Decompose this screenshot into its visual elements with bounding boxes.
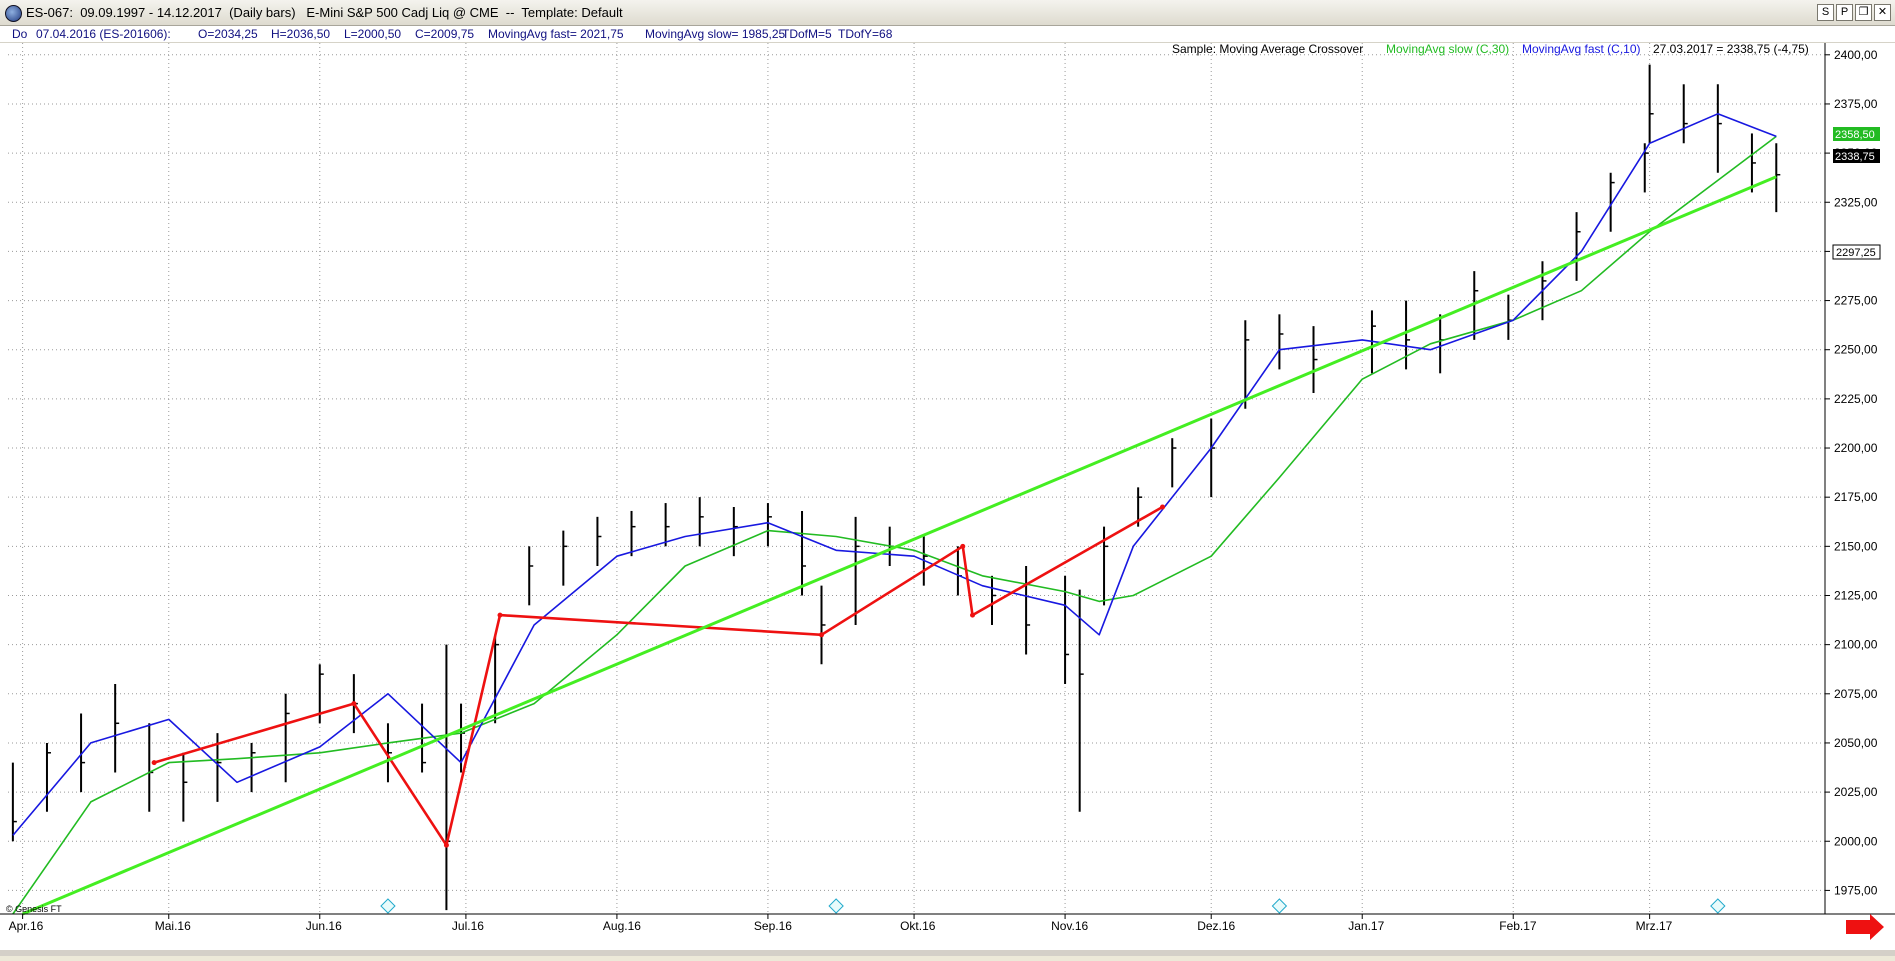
x-tick-label: Jan.17 (1348, 919, 1384, 933)
y-tick-label: 2200,00 (1834, 441, 1878, 455)
x-tick-label: Aug.16 (603, 919, 641, 933)
s-button[interactable]: S (1817, 4, 1834, 21)
slow-ma-line (12, 135, 1777, 915)
zigzag-line (153, 505, 1164, 847)
rollover-marker-icon (1271, 898, 1288, 914)
y-axis: 1975,00 2000,00 2025,00 2050,00 2075,00 2100,… (1824, 43, 1878, 914)
y-tick-label: 1975,00 (1834, 883, 1878, 897)
info-high: H=2036,50 (271, 27, 331, 41)
rollover-marker-icon (380, 898, 396, 914)
legend-last: 27.03.2017 = 2338,75 (-4,75) (1653, 43, 1809, 56)
y-tick-label: 2175,00 (1834, 490, 1878, 504)
x-tick-label: Sep.16 (754, 919, 792, 933)
x-axis: Apr.16 Mai.16 Jun.16 Jul.16 Aug.16 Sep.16 Okt.… (0, 913, 1895, 933)
x-tick-label: Apr.16 (9, 919, 44, 933)
info-fast: MovingAvg fast= 2021,75 (488, 27, 624, 41)
y-tick-label: 2025,00 (1834, 785, 1878, 799)
last-close-badge: 2338,75 (1833, 149, 1880, 163)
chart-area[interactable]: 1975,00 2000,00 2025,00 2050,00 2075,00 2100,… (0, 42, 1895, 956)
zigzag-point (819, 632, 825, 638)
y-tick-label: 2100,00 (1834, 638, 1878, 652)
restore-button[interactable]: ❐ (1855, 4, 1872, 21)
window-title: ES-067: 09.09.1997 - 14.12.2017 (Daily b… (26, 5, 623, 20)
trend-line (22, 175, 1777, 916)
zigzag-point (497, 612, 503, 618)
zigzag-point (351, 701, 357, 707)
y-tick-label: 2050,00 (1834, 736, 1878, 750)
x-tick-label: Okt.16 (900, 919, 936, 933)
app-icon (5, 5, 22, 22)
slow-value-text: 2358,50 (1835, 129, 1875, 141)
legend-fast: MovingAvg fast (C,10) (1522, 43, 1641, 56)
info-low: L=2000,50 (344, 27, 402, 41)
info-slow: MovingAvg slow= 1985,25 (645, 27, 786, 41)
y-tick-label: 2075,00 (1834, 687, 1878, 701)
window-buttons: S P ❐ ✕ (1817, 4, 1891, 21)
chart-background (0, 43, 1895, 956)
scroll-right-arrow-icon[interactable] (1846, 914, 1884, 940)
y-tick-label: 2225,00 (1834, 392, 1878, 406)
price-chart[interactable]: 1975,00 2000,00 2025,00 2050,00 2075,00 2100,… (0, 42, 1895, 956)
info-close: C=2009,75 (415, 27, 475, 41)
last-close-text: 2338,75 (1835, 151, 1875, 163)
x-tick-label: Jun.16 (306, 919, 342, 933)
zigzag-point (960, 543, 966, 549)
x-tick-label: Mai.16 (155, 919, 191, 933)
zigzag-point (1160, 504, 1166, 510)
x-tick-label: Nov.16 (1051, 919, 1088, 933)
indicator-lines (12, 113, 1777, 916)
genesis-watermark: © Genesis FT (6, 904, 62, 914)
y-tick-label: 2000,00 (1834, 834, 1878, 848)
rollover-marker-icon (1710, 898, 1726, 914)
info-day: Do (12, 27, 28, 41)
info-tdofy: TDofY=68 (838, 27, 893, 41)
close-button[interactable]: ✕ (1874, 4, 1891, 21)
zigzag-point (151, 760, 157, 766)
info-date: 07.04.2016 (ES-201606): (36, 27, 171, 41)
grid-lines (8, 43, 1825, 914)
x-tick-label: Feb.17 (1499, 919, 1537, 933)
fast-ma-line (12, 113, 1777, 836)
slow-value-badge: 2358,50 (1833, 127, 1880, 141)
x-tick-label: Dez.16 (1197, 919, 1235, 933)
legend-slow: MovingAvg slow (C,30) (1386, 43, 1509, 56)
trend-value-text: 2297,25 (1836, 247, 1876, 259)
r-markers (380, 898, 1726, 914)
status-bar (0, 950, 1895, 956)
zigzag-point (443, 842, 449, 848)
y-tick-label: 2125,00 (1834, 588, 1878, 602)
y-tick-label: 2325,00 (1834, 195, 1878, 209)
x-tick-label: Jul.16 (452, 919, 484, 933)
legend-sample: Sample: Moving Average Crossover (1172, 43, 1363, 56)
y-tick-label: 2250,00 (1834, 343, 1878, 357)
y-tick-label: 2275,00 (1834, 294, 1878, 308)
x-tick-label: Mrz.17 (1636, 919, 1673, 933)
zigzag-point (970, 612, 976, 618)
trend-value-badge: 2297,25 (1832, 244, 1881, 260)
info-open: O=2034,25 (198, 27, 258, 41)
window-titlebar: ES-067: 09.09.1997 - 14.12.2017 (Daily b… (0, 0, 1895, 26)
rollover-marker-icon (828, 898, 844, 914)
y-tick-label: 2375,00 (1834, 97, 1878, 111)
data-window-bar: Do 07.04.2016 (ES-201606): O=2034,25 H=2… (0, 26, 1895, 43)
y-tick-label: 2400,00 (1834, 48, 1878, 62)
p-button[interactable]: P (1836, 4, 1853, 21)
y-tick-label: 2150,00 (1834, 539, 1878, 553)
info-tdofm: TDofM=5 (782, 27, 832, 41)
